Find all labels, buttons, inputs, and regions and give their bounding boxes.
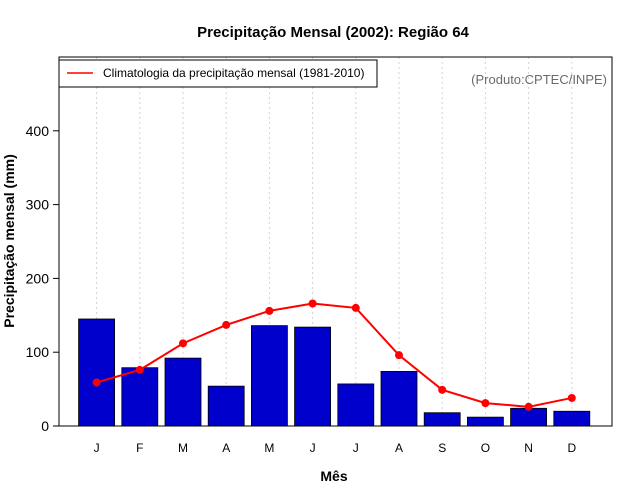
- climatology-point-8: [438, 385, 447, 394]
- climatology-point-4: [265, 306, 274, 315]
- x-tick-label-8: S: [438, 441, 446, 455]
- legend: Climatologia da precipitação mensal (198…: [58, 59, 378, 88]
- bar-9: [466, 416, 504, 427]
- x-tick-label-11: D: [567, 441, 576, 455]
- bar-0: [78, 318, 115, 427]
- y-tick-label-2: 200: [26, 270, 50, 286]
- y-tick-label-1: 100: [26, 344, 50, 360]
- climatology-point-10: [524, 402, 533, 411]
- bar-10: [510, 407, 548, 427]
- bar-3: [207, 385, 245, 427]
- chart-title: Precipitação Mensal (2002): Região 64: [197, 24, 469, 41]
- bar-6: [337, 383, 375, 427]
- bar-1: [121, 367, 159, 427]
- climatology-point-9: [481, 399, 490, 408]
- x-tick-label-5: J: [310, 441, 316, 455]
- y-tick-label-3: 300: [26, 197, 50, 213]
- bar-2: [164, 357, 202, 427]
- climatology-point-11: [567, 393, 576, 402]
- x-tick-label-9: O: [481, 441, 490, 455]
- y-tick-label-4: 400: [26, 123, 50, 139]
- climatology-point-6: [351, 303, 360, 312]
- x-tick-label-10: N: [524, 441, 533, 455]
- climatology-point-7: [395, 351, 403, 360]
- legend-label: Climatologia da precipitação mensal (198…: [103, 66, 364, 80]
- grid-lines: [96, 57, 573, 426]
- x-tick-label-3: A: [222, 441, 230, 455]
- climatology-point-1: [135, 365, 144, 374]
- bar-7: [380, 370, 418, 427]
- climatology-point-2: [179, 339, 187, 348]
- x-tick-label-0: J: [94, 441, 100, 455]
- bar-series: [78, 318, 591, 427]
- climatology-line: [96, 302, 573, 408]
- x-tick-label-6: J: [353, 441, 359, 455]
- x-tick-label-7: A: [395, 441, 403, 455]
- y-tick-label-0: 0: [41, 418, 49, 434]
- bar-4: [250, 325, 288, 427]
- climatology-point-3: [222, 320, 231, 329]
- x-tick-label-4: M: [264, 441, 274, 455]
- x-tick-label-2: M: [178, 441, 188, 455]
- plot-frame: [58, 56, 613, 427]
- x-axis-label: Mês: [320, 468, 347, 484]
- climatology-point-5: [308, 299, 317, 308]
- legend-box: [58, 59, 378, 88]
- bar-11: [553, 410, 591, 427]
- x-tick-label-1: F: [136, 441, 143, 455]
- y-axis: 0 100 200 300 400: [26, 123, 59, 434]
- bar-8: [423, 412, 461, 427]
- credit-text: (Produto:CPTEC/INPE): [471, 72, 607, 87]
- y-axis-label: Precipitação mensal (mm): [1, 154, 17, 328]
- climatology-series: [92, 299, 576, 411]
- climatology-point-0: [92, 378, 101, 387]
- bar-5: [294, 326, 332, 427]
